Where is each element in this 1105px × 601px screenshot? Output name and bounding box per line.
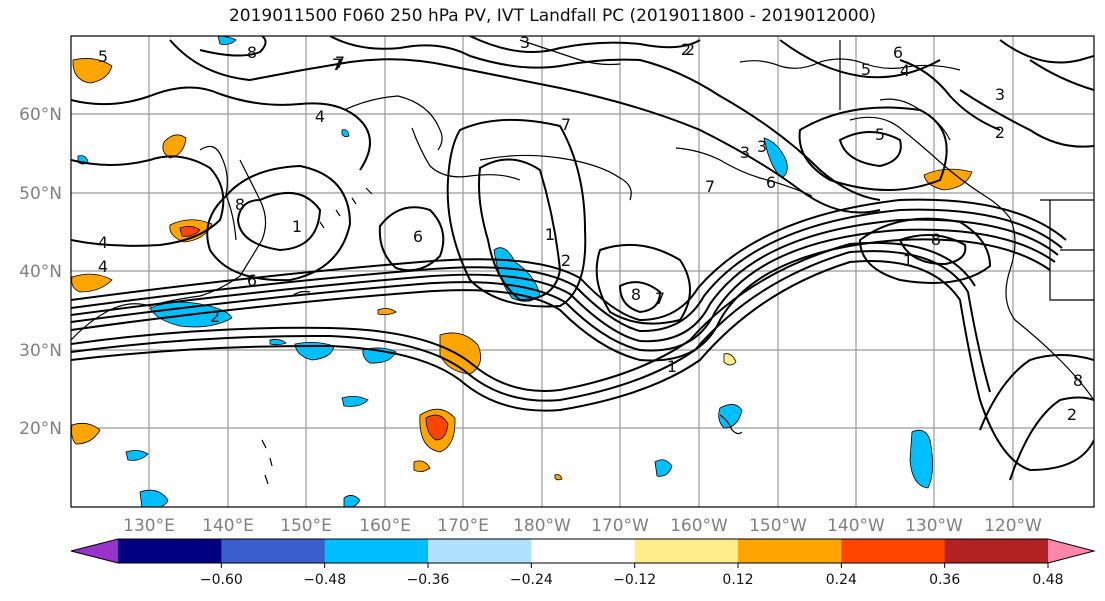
latitude-labels: 60°N 50°N 40°N 30°N 20°N [19,105,62,439]
contour-label: 6 [893,43,903,62]
pv-contours [71,36,1094,481]
contour-label: 1 [545,225,555,244]
contour-label: 2 [561,251,571,270]
colorbar-tick-label: −0.24 [510,572,553,588]
longitude-labels: 130°E 140°E 150°E 160°E 170°E 180°W 170°W 160°W… [123,516,1042,536]
shaded-patches [71,36,973,507]
colorbar-segment [531,539,636,563]
colorbar: −0.60 −0.48 −0.36 −0.24 −0.12 0.12 0.24 0.36 0.4… [70,538,1096,588]
longitude-label: 160°E [359,516,411,536]
contour-label: 8 [631,285,641,304]
longitude-label: 150°E [280,516,332,536]
latitude-label: 20°N [19,419,62,439]
longitude-label: 120°W [984,516,1042,536]
contour-label: 7 [332,55,342,74]
colorbar-segment [738,539,842,563]
colorbar-tick-label: −0.48 [303,572,346,588]
contour-label: 3 [520,33,530,52]
colorbar-outline [70,538,1096,564]
colorbar-segment [324,539,429,563]
colorbar-tick-label: −0.12 [613,572,656,588]
contour-label: 6 [247,271,257,290]
colorbar-tick-label: −0.36 [407,572,450,588]
contour-label: 1 [667,357,677,376]
colorbar-tick-label: −0.60 [200,572,243,588]
contour-label: 2 [685,40,695,59]
contour-label: 4 [315,107,325,126]
colorbar-tick-label: 0.36 [929,572,960,588]
colorbar-tick-label: 0.24 [826,572,857,588]
contour-label: 7 [655,289,665,308]
longitude-label: 140°E [202,516,254,536]
longitude-label: 160°W [670,516,728,536]
contour-label: 5 [861,60,871,79]
latitude-label: 50°N [19,184,62,204]
colorbar-tick-label: 0.48 [1032,572,1063,588]
contour-label: 5 [98,47,108,66]
longitude-label: 150°W [749,516,807,536]
map-border [70,35,1095,508]
contour-label: 3 [740,143,750,162]
contour-label: 2 [995,123,1005,142]
colorbar-tick-label: 0.12 [722,572,753,588]
contour-label: 8 [247,43,257,62]
colorbar-segment [841,539,946,563]
latitude-label: 40°N [19,262,62,282]
contour-label: 8 [931,230,941,249]
latitude-label: 30°N [19,341,62,361]
contour-label: 7 [561,115,571,134]
longitude-label: 140°W [827,516,885,536]
contour-label: 1 [545,225,555,244]
longitude-label: 130°W [905,516,963,536]
contour-label: 3 [995,85,1005,104]
contour-label: 5 [875,125,885,144]
gridlines [71,36,1094,507]
contour-label: 2 [681,40,691,59]
contour-label: 4 [98,257,108,276]
contour-label: 4 [98,233,108,252]
colorbar-segment [118,539,222,563]
contour-label: 7 [335,53,345,72]
contour-label: 2 [1067,405,1077,424]
longitude-label: 180°W [513,516,571,536]
contour-label: 7 [705,177,715,196]
colorbar-segment [221,539,326,563]
map-title: 2019011500 F060 250 hPa PV, IVT Landfall… [228,6,876,26]
longitude-label: 170°E [437,516,489,536]
colorbar-segment [944,539,1049,563]
colorbar-segment [428,539,532,563]
longitude-label: 130°E [123,516,175,536]
contour-label: 2 [210,307,220,326]
contour-label: 1 [292,217,302,236]
latitude-label: 60°N [19,105,62,125]
contour-label: 8 [235,195,245,214]
contour-label: 8 [1073,371,1083,390]
contour-label: 1 [903,251,913,270]
contour-label: 4 [900,61,910,80]
longitude-label: 170°W [591,516,649,536]
colorbar-extend-high [1048,539,1094,563]
contour-label: 6 [766,173,776,192]
contour-label: 7 [333,55,343,74]
contour-label: 6 [413,227,423,246]
colorbar-segment [634,539,739,563]
colorbar-extend-low [71,539,118,563]
contour-label: 3 [757,137,767,156]
